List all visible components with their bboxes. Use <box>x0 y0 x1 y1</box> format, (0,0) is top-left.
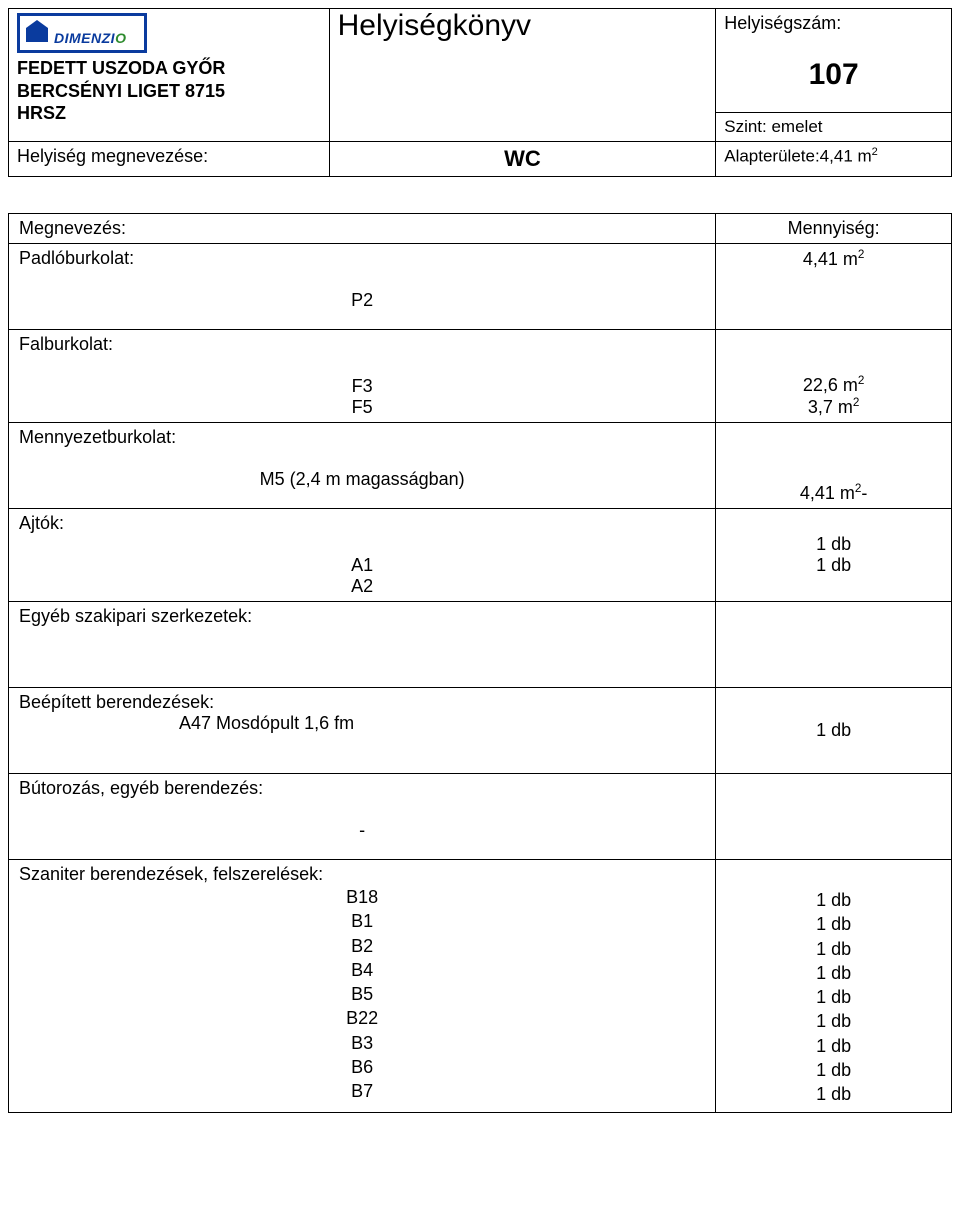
project-name: FEDETT USZODA GYŐR BERCSÉNYI LIGET 8715 … <box>17 57 321 125</box>
egyeb-cell: Egyéb szakipari szerkezetek: <box>9 602 716 688</box>
megnevezes-label: Megnevezés: <box>9 214 716 244</box>
szaniter-code-1: B1 <box>351 911 373 931</box>
fal-val-2: 3,7 m <box>808 397 853 417</box>
area-cell: Alapterülete:4,41 m2 <box>716 142 952 177</box>
beepitett-code: A47 Mosdópult 1,6 fm <box>19 713 705 734</box>
szaniter-code-7: B6 <box>351 1057 373 1077</box>
szaniter-label: Szaniter berendezések, felszerelések: <box>19 864 323 884</box>
menny-label: Mennyezetburkolat: <box>19 427 176 447</box>
project-line1: FEDETT USZODA GYŐR <box>17 58 225 78</box>
room-num-cell: Helyiségszám: 107 <box>716 9 952 113</box>
menny-val: 4,41 m <box>800 483 855 503</box>
menny-suffix: - <box>861 483 867 503</box>
szaniter-code-5: B22 <box>346 1008 378 1028</box>
room-num: 107 <box>724 34 943 108</box>
menny-val-cell: 4,41 m2- <box>716 423 952 509</box>
szaniter-val-0: 1 db <box>816 890 851 910</box>
szaniter-code-8: B7 <box>351 1081 373 1101</box>
szaniter-code-4: B5 <box>351 984 373 1004</box>
area-sup: 2 <box>872 146 878 158</box>
ajtok-code-0: A1 <box>351 555 373 575</box>
room-num-label: Helyiségszám: <box>724 13 943 34</box>
room-label: Helyiség megnevezése: <box>9 142 330 177</box>
szaniter-cell: Szaniter berendezések, felszerelések: B1… <box>9 860 716 1113</box>
ajtok-label: Ajtók: <box>19 513 64 533</box>
fal-sup-1: 2 <box>858 374 865 387</box>
logo-project-cell: DIMENZIO FEDETT USZODA GYŐR BERCSÉNYI LI… <box>9 9 330 142</box>
ajtok-val-1: 1 db <box>816 555 851 575</box>
padlo-code: P2 <box>19 290 705 311</box>
area-label: Alapterülete:4,41 m <box>724 147 871 166</box>
szaniter-val-1: 1 db <box>816 914 851 934</box>
szaniter-val-2: 1 db <box>816 939 851 959</box>
fal-code-0: F3 <box>352 376 373 396</box>
padlo-sup: 2 <box>858 248 865 261</box>
project-line3: HRSZ <box>17 103 66 123</box>
padlo-label: Padlóburkolat: <box>19 248 134 268</box>
ajtok-cell: Ajtók: A1 A2 <box>9 509 716 602</box>
project-line2: BERCSÉNYI LIGET 8715 <box>17 81 225 101</box>
beepitett-val: 1 db <box>716 688 952 774</box>
ajtok-val-0: 1 db <box>816 534 851 554</box>
fal-label: Falburkolat: <box>19 334 113 354</box>
szaniter-val-4: 1 db <box>816 987 851 1007</box>
szaniter-code-0: B18 <box>346 887 378 907</box>
szaniter-val-5: 1 db <box>816 1011 851 1031</box>
fal-code-1: F5 <box>352 397 373 417</box>
butor-dash: - <box>19 820 705 841</box>
butor-label: Bútorozás, egyéb berendezés: <box>19 778 263 798</box>
fal-val-cell: 22,6 m2 3,7 m2 <box>716 330 952 423</box>
header-table: DIMENZIO FEDETT USZODA GYŐR BERCSÉNYI LI… <box>8 8 952 177</box>
szaniter-val-cell: 1 db 1 db 1 db 1 db 1 db 1 db 1 db 1 db … <box>716 860 952 1113</box>
padlo-cell: Padlóburkolat: P2 <box>9 244 716 330</box>
ajtok-code-1: A2 <box>351 576 373 596</box>
szaniter-val-6: 1 db <box>816 1036 851 1056</box>
ajtok-val-cell: 1 db 1 db <box>716 509 952 602</box>
fal-sup-2: 2 <box>853 396 860 409</box>
szaniter-code-2: B2 <box>351 936 373 956</box>
house-icon <box>26 26 48 48</box>
room-name: WC <box>329 142 716 177</box>
doc-title: Helyiségkönyv <box>329 9 716 142</box>
padlo-val-cell: 4,41 m2 <box>716 244 952 330</box>
spec-table: Megnevezés: Mennyiség: Padlóburkolat: P2… <box>8 213 952 1113</box>
szaniter-val-8: 1 db <box>816 1084 851 1104</box>
fal-val-1: 22,6 m <box>803 375 858 395</box>
szaniter-code-3: B4 <box>351 960 373 980</box>
logo-text: DIMENZIO <box>54 30 126 46</box>
logo-text-blue: DIMENZI <box>54 30 115 46</box>
menny-code: M5 (2,4 m magasságban) <box>19 469 705 490</box>
mennyiseg-label: Mennyiség: <box>716 214 952 244</box>
szaniter-code-6: B3 <box>351 1033 373 1053</box>
butor-cell: Bútorozás, egyéb berendezés: - <box>9 774 716 860</box>
fal-cell: Falburkolat: F3 F5 <box>9 330 716 423</box>
logo-text-green: O <box>115 30 126 46</box>
beepitett-cell: Beépített berendezések: A47 Mosdópult 1,… <box>9 688 716 774</box>
butor-val-cell <box>716 774 952 860</box>
egyeb-label: Egyéb szakipari szerkezetek: <box>19 606 252 626</box>
menny-cell: Mennyezetburkolat: M5 (2,4 m magasságban… <box>9 423 716 509</box>
beepitett-label: Beépített berendezések: <box>19 692 214 712</box>
szaniter-val-7: 1 db <box>816 1060 851 1080</box>
level-cell: Szint: emelet <box>716 113 952 142</box>
egyeb-val-cell <box>716 602 952 688</box>
logo-box: DIMENZIO <box>17 13 147 53</box>
szaniter-val-3: 1 db <box>816 963 851 983</box>
padlo-val: 4,41 m <box>803 249 858 269</box>
